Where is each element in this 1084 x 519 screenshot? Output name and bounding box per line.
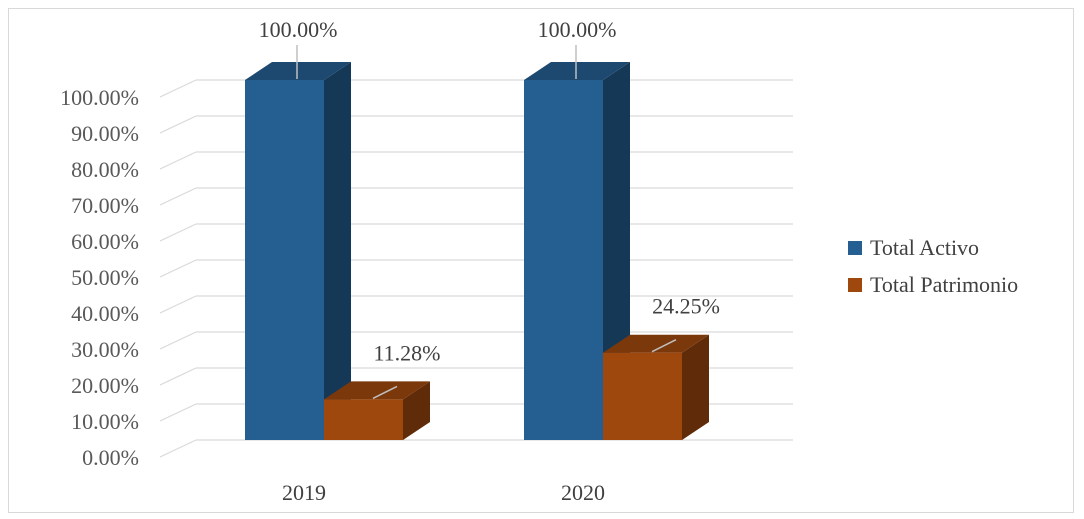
bar-top-total-activo bbox=[245, 62, 351, 80]
legend-item-total-activo: Total Activo bbox=[848, 229, 1018, 266]
data-label: 24.25% bbox=[652, 294, 720, 319]
bar-top-total-activo bbox=[524, 62, 630, 80]
gridline-side bbox=[159, 223, 197, 242]
bar-total-activo-2020 bbox=[524, 80, 603, 440]
y-tick-label: 20.00% bbox=[71, 373, 139, 398]
y-tick-label: 100.00% bbox=[60, 85, 139, 110]
legend-label-total-patrimonio: Total Patrimonio bbox=[870, 271, 1019, 297]
y-tick-label: 60.00% bbox=[71, 229, 139, 254]
bar-side-total-patrimonio bbox=[403, 381, 430, 440]
y-tick-label: 70.00% bbox=[71, 193, 139, 218]
bar-top-total-patrimonio bbox=[603, 334, 709, 353]
gridline-side bbox=[159, 187, 197, 206]
bar-side-total-patrimonio bbox=[682, 334, 709, 440]
bar-top-total-patrimonio bbox=[324, 381, 430, 400]
bar-total-patrimonio-2020 bbox=[603, 352, 682, 440]
y-tick-label: 30.00% bbox=[71, 337, 139, 362]
gridline-side bbox=[159, 151, 197, 170]
gridline-side bbox=[159, 259, 197, 278]
data-label: 100.00% bbox=[538, 17, 617, 42]
data-label: 11.28% bbox=[373, 340, 440, 365]
y-tick-label: 50.00% bbox=[71, 265, 139, 290]
y-tick-label: 40.00% bbox=[71, 301, 139, 326]
y-tick-label: 10.00% bbox=[71, 409, 139, 434]
data-label: 100.00% bbox=[259, 17, 338, 42]
legend-swatch-total-patrimonio bbox=[848, 277, 862, 292]
legend-swatch-total-activo bbox=[848, 240, 862, 255]
legend-label-total-activo: Total Activo bbox=[870, 234, 980, 260]
x-tick-label: 2020 bbox=[561, 480, 605, 505]
y-tick-label: 0.00% bbox=[82, 445, 139, 470]
gridline-side bbox=[159, 115, 197, 134]
y-tick-label: 80.00% bbox=[71, 157, 139, 182]
bar-total-patrimonio-2019 bbox=[324, 399, 403, 440]
data-label-leader bbox=[372, 385, 398, 400]
gridline-side bbox=[159, 295, 197, 314]
gridline-side bbox=[159, 367, 197, 386]
gridline-side bbox=[159, 403, 197, 422]
bar-total-activo-2019 bbox=[245, 80, 324, 440]
x-tick-label: 2019 bbox=[282, 480, 326, 505]
y-tick-label: 90.00% bbox=[71, 121, 139, 146]
chart-legend: Total Activo Total Patrimonio bbox=[848, 229, 1018, 303]
data-label-leader bbox=[651, 339, 677, 353]
gridline-side bbox=[159, 331, 197, 350]
gridline-side bbox=[159, 79, 197, 98]
gridline-side bbox=[159, 439, 197, 458]
bar-side-total-activo bbox=[324, 62, 351, 440]
legend-item-total-patrimonio: Total Patrimonio bbox=[848, 266, 1018, 303]
